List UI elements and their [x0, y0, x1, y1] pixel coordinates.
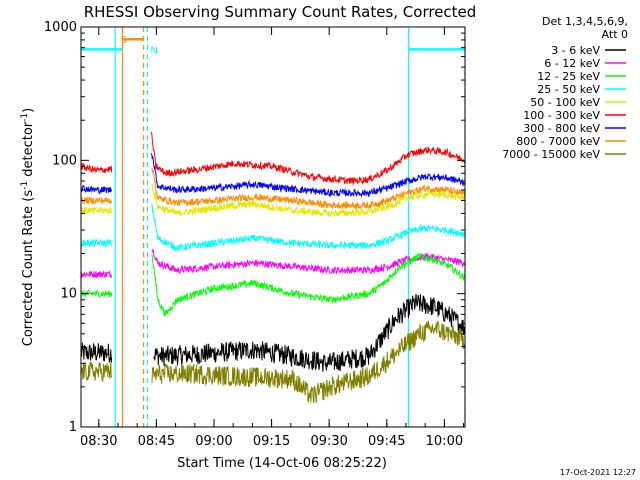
series-6	[80, 152, 466, 198]
y-axis-label-suffix: )	[21, 108, 36, 113]
y-axis-label: Corrected Count Rate (s-1 detector-1)	[20, 108, 36, 346]
legend-header-0: Det 1,3,4,5,6,9,	[542, 15, 628, 28]
series-0-segment-1	[153, 293, 466, 372]
legend-label-1: 6 - 12 keV	[544, 57, 600, 70]
y-axis-label-prefix: Corrected Count Rate (s	[21, 190, 36, 347]
series-1-segment-0	[80, 269, 113, 279]
y-tick-label-2: 100	[52, 153, 77, 168]
legend-header-1: Att 0	[602, 28, 628, 41]
flag-label-2: N	[150, 45, 157, 56]
x-axis-label: Start Time (14-Oct-06 08:25:22)	[177, 456, 387, 471]
legend-label-3: 25 - 50 keV	[537, 83, 600, 96]
x-tick-label-4: 09:30	[310, 434, 347, 449]
x-tick-label-1: 08:45	[138, 434, 175, 449]
y-tick-label-0: 1	[69, 420, 77, 435]
series-2	[80, 252, 466, 317]
series-2-segment-0	[80, 289, 113, 298]
y-axis-label-mid: detector	[21, 121, 36, 181]
y-tick-label-3: 1000	[44, 20, 77, 35]
series-6-segment-1	[150, 152, 466, 198]
plot-frame	[80, 26, 466, 428]
series-3-segment-1	[151, 203, 466, 252]
series-0-segment-0	[80, 342, 113, 363]
series-7-segment-1	[151, 168, 466, 211]
flag-label-1: S	[120, 35, 126, 46]
legend-label-2: 12 - 25 keV	[537, 70, 600, 83]
series-4-segment-0	[80, 206, 113, 215]
series-8-segment-1	[151, 320, 466, 403]
series-5	[80, 131, 466, 186]
y-tick-label-1: 10	[60, 287, 77, 302]
series-7	[80, 168, 466, 211]
x-tick-label-5: 09:45	[368, 434, 405, 449]
series-5-segment-0	[80, 162, 113, 174]
timestamp: 17-Oct-2021 12:27	[560, 468, 636, 477]
x-tick-label-3: 09:15	[253, 434, 290, 449]
legend-label-5: 100 - 300 keV	[523, 109, 600, 122]
series-4-segment-1	[151, 183, 466, 217]
axes: 08:30 08:45 09:00 09:15 09:30 09:45 10:00 1 10 10…	[44, 20, 465, 449]
series-7-segment-0	[80, 195, 113, 206]
legend-label-7: 800 - 7000 keV	[516, 135, 600, 148]
x-tick-label-6: 10:00	[426, 434, 463, 449]
legend-label-4: 50 - 100 keV	[530, 96, 600, 109]
legend-label-8: 7000 - 15000 keV	[502, 148, 600, 161]
series-2-segment-1	[151, 252, 466, 317]
y-axis-label-sup2: -1	[20, 113, 30, 122]
x-tick-label-2: 09:00	[195, 434, 232, 449]
series-6-segment-0	[80, 185, 113, 195]
series-8	[80, 320, 466, 403]
legend-label-6: 300 - 800 keV	[523, 122, 600, 135]
chart-title: RHESSI Observing Summary Count Rates, Co…	[84, 3, 477, 21]
series-3-segment-0	[80, 238, 113, 248]
y-axis-label-sup1: -1	[20, 181, 30, 190]
plot-content: SN	[80, 27, 466, 427]
series-0	[80, 293, 466, 372]
series-4	[80, 183, 466, 217]
legend-label-0: 3 - 6 keV	[551, 44, 600, 57]
x-tick-label-0: 08:30	[80, 434, 117, 449]
series-5-segment-1	[150, 131, 466, 186]
series-3	[80, 203, 466, 252]
series-8-segment-0	[80, 361, 113, 382]
